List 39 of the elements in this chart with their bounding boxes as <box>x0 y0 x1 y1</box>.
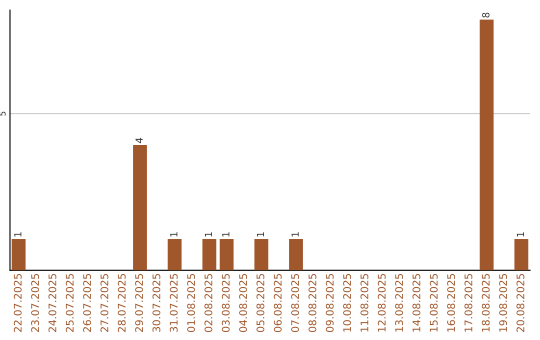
x-tick-label: 28.07.2025 <box>118 274 126 332</box>
x-tick-label: 24.07.2025 <box>48 274 56 332</box>
data-label: 8 <box>482 12 490 18</box>
x-tick-label: 26.07.2025 <box>83 274 92 332</box>
x-tick-label: 14.08.2025 <box>412 274 420 332</box>
x-tick-label: 18.08.2025 <box>482 274 490 332</box>
data-label: 1 <box>14 232 22 237</box>
data-label: 1 <box>292 232 299 237</box>
x-tick-label: 30.07.2025 <box>152 274 160 332</box>
x-tick-label: 17.08.2025 <box>464 274 472 332</box>
x-tick-label: 31.07.2025 <box>170 274 178 332</box>
x-tick-label: 20.08.2025 <box>516 274 524 332</box>
x-tick-label: 22.07.2025 <box>14 274 22 332</box>
x-tick-label: 04.08.2025 <box>239 274 248 332</box>
x-tick-label: 23.07.2025 <box>31 274 40 332</box>
x-tick-label: 10.08.2025 <box>343 274 352 332</box>
x-tick-label: 07.08.2025 <box>291 274 300 332</box>
x-tick-label: 19.08.2025 <box>499 274 508 332</box>
x-tick-label: 27.07.2025 <box>100 274 108 332</box>
data-label: 4 <box>136 138 143 144</box>
x-tick-label: 06.08.2025 <box>274 274 282 332</box>
x-tick-label: 03.08.2025 <box>222 274 230 332</box>
x-tick-label: 01.08.2025 <box>187 274 196 332</box>
x-tick-label: 16.08.2025 <box>447 274 456 332</box>
data-label: 1 <box>516 232 524 237</box>
x-tick-label: 02.08.2025 <box>204 274 212 332</box>
x-tick-label: 12.08.2025 <box>378 274 386 332</box>
x-tick-label: 09.08.2025 <box>326 274 334 332</box>
x-tick-label: 08.08.2025 <box>308 274 316 332</box>
x-tick-label: 29.07.2025 <box>135 274 144 332</box>
x-tick-label: 15.08.2025 <box>430 274 438 332</box>
data-label: 1 <box>256 232 264 237</box>
x-tick-label: 13.08.2025 <box>395 274 404 332</box>
data-label: 1 <box>170 232 178 237</box>
x-tick-label: 11.08.2025 <box>360 274 368 332</box>
x-tick-label: 25.07.2025 <box>66 274 74 332</box>
x-tick-label: 05.08.2025 <box>256 274 264 332</box>
data-label: 1 <box>204 232 212 237</box>
data-label: 1 <box>222 232 230 237</box>
